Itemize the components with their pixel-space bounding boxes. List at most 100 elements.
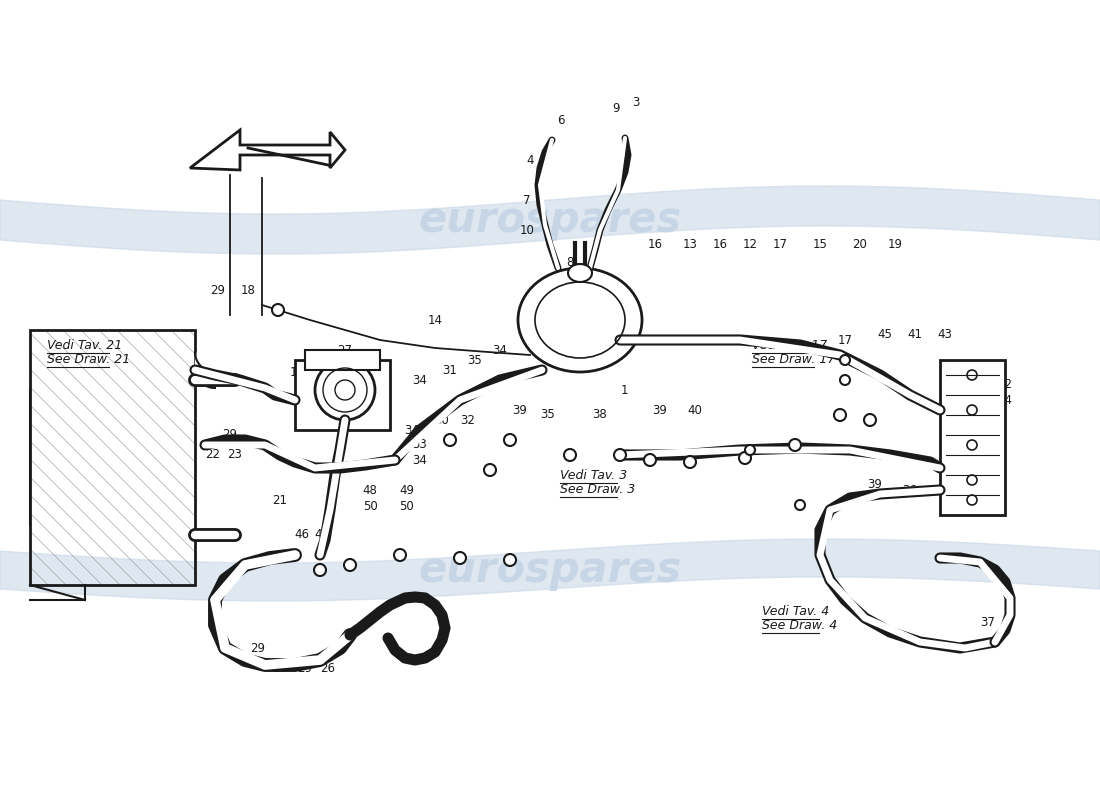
Text: 20: 20 [852,238,868,251]
Polygon shape [190,130,345,170]
Text: 6: 6 [558,114,564,126]
Circle shape [789,439,801,451]
Text: 4: 4 [526,154,534,166]
Circle shape [864,414,876,426]
Text: eurospares: eurospares [418,199,682,241]
Circle shape [564,449,576,461]
Circle shape [314,564,326,576]
Circle shape [315,360,375,420]
Text: 42: 42 [998,378,1012,391]
Text: 2: 2 [631,329,639,342]
Text: 19: 19 [888,238,902,251]
Circle shape [745,445,755,455]
Text: Vedi Tav. 21: Vedi Tav. 21 [47,339,122,352]
Text: 44: 44 [998,394,1012,406]
Text: eurospares: eurospares [418,549,682,591]
Ellipse shape [518,268,642,372]
Text: 28: 28 [273,662,287,674]
Circle shape [272,304,284,316]
Text: 3: 3 [632,97,640,110]
Text: 29: 29 [222,429,238,442]
Text: 48: 48 [363,483,377,497]
Text: 24: 24 [302,350,318,362]
Circle shape [344,559,356,571]
Circle shape [394,549,406,561]
Circle shape [444,434,456,446]
Bar [30,330,195,585]
Text: 39: 39 [513,403,527,417]
Text: 7: 7 [524,194,530,206]
Text: 17: 17 [772,238,788,251]
Text: See Draw. 4: See Draw. 4 [762,619,837,632]
Text: 1: 1 [620,383,628,397]
Circle shape [795,500,805,510]
Text: 34: 34 [412,374,428,386]
Bar [295,360,390,430]
Text: 14: 14 [428,314,442,326]
Text: 40: 40 [688,403,703,417]
Text: Vedi Tav. 4: Vedi Tav. 4 [762,605,829,618]
Text: 34: 34 [405,423,419,437]
Text: 35: 35 [540,409,556,422]
Circle shape [454,552,466,564]
Text: 43: 43 [937,329,953,342]
Text: 18: 18 [241,283,255,297]
Text: 8: 8 [566,255,574,269]
Circle shape [840,355,850,365]
Text: 26: 26 [320,662,336,674]
Text: 39: 39 [868,478,882,491]
Text: 29: 29 [297,662,312,674]
Text: 15: 15 [813,238,827,251]
Text: 25: 25 [315,366,329,379]
Text: See Draw. 17: See Draw. 17 [752,353,835,366]
Circle shape [504,554,516,566]
Text: 36: 36 [903,483,917,497]
Text: 37: 37 [980,615,996,629]
Text: 45: 45 [878,329,892,342]
Text: 47: 47 [315,529,330,542]
Bar [940,360,1005,515]
Text: 30: 30 [434,414,450,426]
Text: 31: 31 [442,363,458,377]
Text: 27: 27 [338,343,352,357]
Text: 29: 29 [210,283,225,297]
Text: 16: 16 [713,238,727,251]
Text: 35: 35 [468,354,483,366]
Text: See Draw. 3: See Draw. 3 [560,483,636,496]
Text: 29: 29 [251,642,265,654]
Circle shape [840,375,850,385]
Text: See Draw. 21: See Draw. 21 [47,353,130,366]
Text: 21: 21 [273,494,287,506]
Text: 16: 16 [596,354,612,366]
Text: 16: 16 [648,238,662,251]
Text: Vedi Tav. 3: Vedi Tav. 3 [560,469,627,482]
Text: 39: 39 [652,403,668,417]
Text: 5: 5 [606,346,614,358]
Text: 49: 49 [399,483,415,497]
Text: 34: 34 [493,343,507,357]
Text: 38: 38 [593,409,607,422]
Text: 32: 32 [461,414,475,426]
Text: 50: 50 [399,501,415,514]
Text: 17: 17 [837,334,852,346]
Text: 50: 50 [363,501,377,514]
Text: 12: 12 [742,238,758,251]
Text: 41: 41 [908,329,923,342]
Text: 33: 33 [412,438,428,451]
Circle shape [614,449,626,461]
Ellipse shape [568,264,592,282]
Text: 23: 23 [228,449,242,462]
Circle shape [739,452,751,464]
Circle shape [644,454,656,466]
Text: Vedi Tav. 17: Vedi Tav. 17 [752,339,827,352]
Text: 10: 10 [519,223,535,237]
Text: 22: 22 [206,449,220,462]
Text: 11: 11 [289,366,305,379]
Text: 13: 13 [683,238,697,251]
Circle shape [834,409,846,421]
Bar [305,350,380,370]
Circle shape [484,464,496,476]
Circle shape [684,456,696,468]
Text: 9: 9 [613,102,619,114]
Circle shape [504,434,516,446]
